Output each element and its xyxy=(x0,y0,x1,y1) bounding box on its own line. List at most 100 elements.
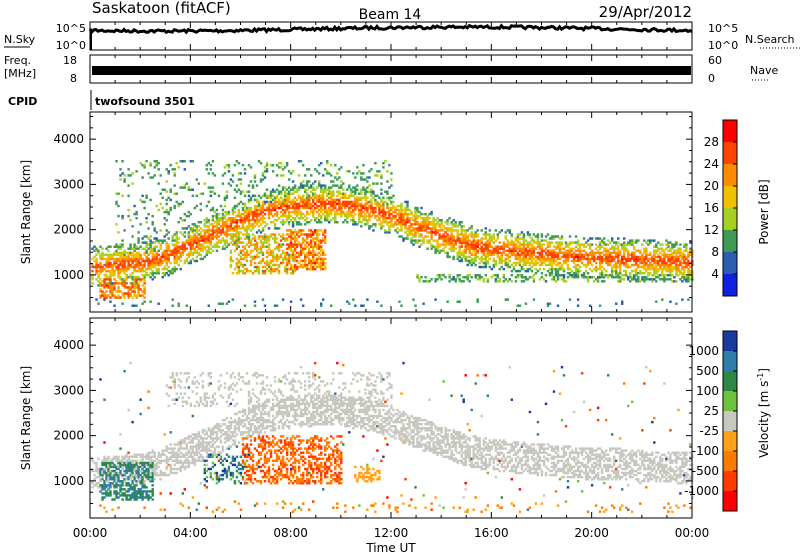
power-cell xyxy=(99,288,102,291)
power-cell xyxy=(458,251,461,255)
power-cell xyxy=(546,243,550,246)
power-cell xyxy=(137,265,140,269)
power-cell xyxy=(524,239,528,242)
power-cell xyxy=(496,233,500,236)
power-cell xyxy=(430,235,433,238)
power-cell xyxy=(348,202,351,206)
velocity-cell xyxy=(93,484,96,487)
power-cell xyxy=(217,239,221,242)
power-cell xyxy=(187,210,191,214)
velocity-cell xyxy=(123,484,126,487)
power-cell xyxy=(667,255,670,259)
power-cell xyxy=(293,212,297,216)
power-cell xyxy=(283,251,287,255)
power-cell xyxy=(233,235,237,238)
power-cell xyxy=(133,212,136,216)
power-cell xyxy=(275,245,279,248)
power-cell xyxy=(181,249,185,253)
power-cell xyxy=(669,267,672,271)
power-cell xyxy=(149,164,152,167)
power-cell xyxy=(466,235,469,238)
power-cell xyxy=(645,255,648,259)
power-cell xyxy=(344,192,347,195)
power-cell xyxy=(221,219,225,222)
power-cell xyxy=(195,249,199,253)
power-cell xyxy=(326,210,329,214)
power-cell xyxy=(267,269,271,273)
power-cell xyxy=(472,241,475,244)
power-cell xyxy=(215,243,219,246)
power-cell xyxy=(342,182,345,185)
power-cell xyxy=(187,261,191,265)
power-cell xyxy=(516,269,520,273)
power-cell xyxy=(121,265,124,269)
power-cell xyxy=(514,257,518,261)
power-cell xyxy=(370,188,373,191)
power-cell xyxy=(271,257,275,261)
power-cell xyxy=(659,259,662,263)
power-cell xyxy=(251,212,255,216)
power-cell xyxy=(221,182,225,185)
power-cell xyxy=(306,188,309,191)
power-cell xyxy=(398,217,401,220)
power-cell xyxy=(135,280,138,283)
power-cell xyxy=(183,227,187,230)
power-cell xyxy=(207,186,211,189)
power-cell xyxy=(572,259,576,263)
power-cell xyxy=(552,237,556,240)
power-cell xyxy=(237,235,241,238)
power-cell xyxy=(147,259,150,263)
power-cell xyxy=(121,294,124,297)
power-cell xyxy=(281,298,285,301)
power-cell xyxy=(344,196,347,200)
power-cell xyxy=(233,221,237,224)
power-cell xyxy=(225,233,229,236)
power-cell xyxy=(468,280,471,283)
power-cell xyxy=(129,276,132,279)
power-cell xyxy=(223,214,227,218)
power-cell xyxy=(653,261,656,265)
power-cell xyxy=(151,278,154,281)
power-cell xyxy=(293,243,297,246)
power-cell xyxy=(468,245,471,248)
power-cell xyxy=(426,247,429,250)
power-cell xyxy=(177,221,180,224)
power-cell xyxy=(418,239,421,242)
power-cell xyxy=(526,253,530,257)
power-cell xyxy=(669,241,672,244)
power-cell xyxy=(352,186,355,189)
power-cell xyxy=(346,210,349,214)
power-cell xyxy=(251,257,255,261)
power-cell xyxy=(277,233,281,236)
power-cell xyxy=(159,257,162,261)
power-cell xyxy=(241,265,245,269)
power-cell xyxy=(127,257,130,261)
power-cell xyxy=(659,243,662,246)
power-cell xyxy=(382,219,385,222)
velocity-cell xyxy=(119,482,122,485)
power-cell xyxy=(221,221,225,224)
power-cell xyxy=(364,188,367,191)
power-cell xyxy=(115,160,118,163)
power-cell xyxy=(135,251,138,255)
power-cell xyxy=(123,296,126,299)
power-cell xyxy=(312,182,315,185)
power-cell xyxy=(155,263,158,267)
power-cell xyxy=(388,231,391,234)
power-cell xyxy=(257,251,261,255)
power-cell xyxy=(175,251,178,255)
power-cell xyxy=(133,243,136,246)
velocity-cell xyxy=(105,484,108,487)
power-cell xyxy=(669,259,672,263)
power-cell xyxy=(167,274,170,277)
power-cell xyxy=(472,247,475,250)
power-cell xyxy=(639,251,642,255)
power-cell xyxy=(665,243,668,246)
power-cell xyxy=(320,200,323,204)
power-cell xyxy=(189,212,193,216)
power-cell xyxy=(566,245,570,248)
power-cell xyxy=(101,267,104,271)
power-cell xyxy=(245,231,249,234)
power-cell xyxy=(538,259,542,263)
velocity-cell xyxy=(103,469,106,473)
